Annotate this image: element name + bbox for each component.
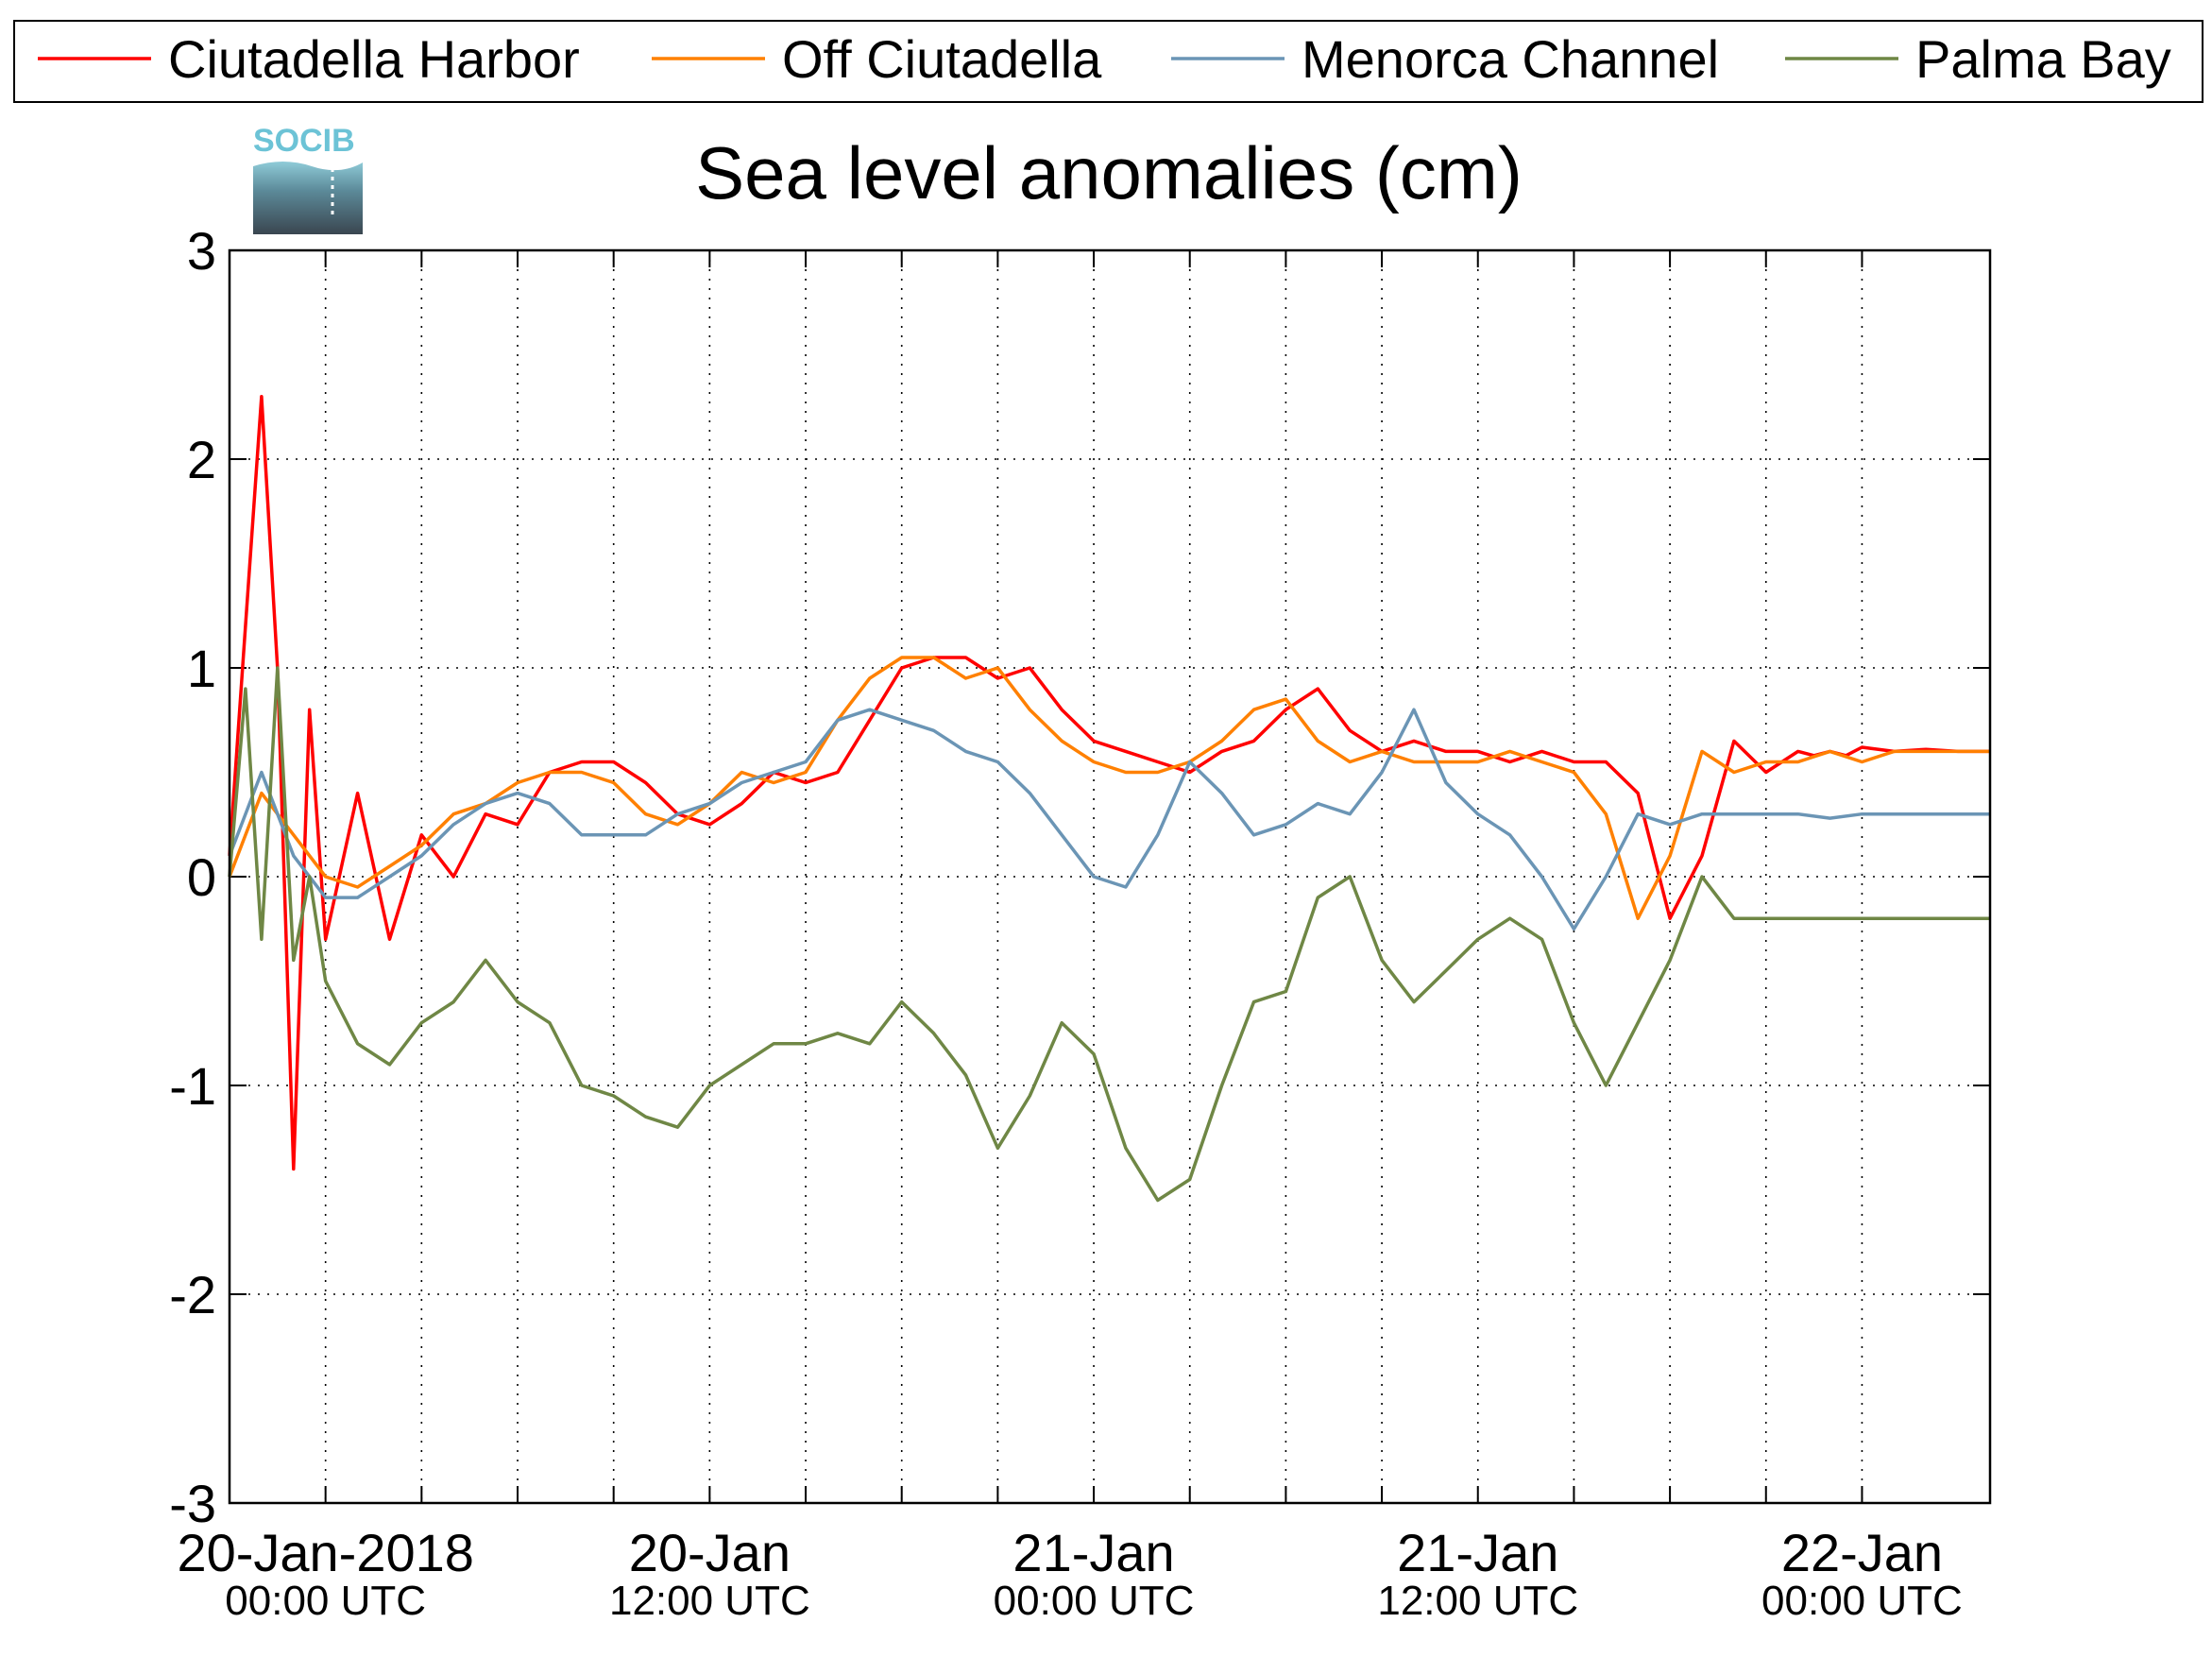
legend-label: Palma Bay — [1915, 29, 2171, 89]
y-tick-label: 1 — [187, 639, 216, 698]
socib-logo: SOCIB — [253, 123, 363, 234]
x-tick-label-date: 20-Jan — [629, 1523, 791, 1582]
x-tick-label-date: 20-Jan-2018 — [177, 1523, 473, 1582]
x-tick-label-date: 21-Jan — [1397, 1523, 1558, 1582]
x-tick-label-time: 00:00 UTC — [225, 1578, 426, 1624]
x-tick-label-time: 00:00 UTC — [1761, 1578, 1963, 1624]
series-lines — [228, 394, 1990, 1203]
legend: Ciutadella Harbor Off Ciutadella Menorca C… — [13, 20, 2203, 103]
plot-frame — [228, 248, 1992, 1505]
y-tick-label: 0 — [187, 847, 216, 907]
legend-label: Off Ciutadella — [782, 29, 1102, 89]
legend-frame — [13, 20, 2203, 103]
y-tick-label: -3 — [169, 1474, 216, 1533]
series-line-palma-bay — [228, 666, 1990, 1203]
x-tick-label-time: 00:00 UTC — [994, 1578, 1195, 1624]
socib-logo-text: SOCIB — [253, 123, 355, 159]
y-tick-label: 2 — [187, 430, 216, 489]
x-tick-label-date: 21-Jan — [1012, 1523, 1174, 1582]
chart-title: Sea level anomalies (cm) — [695, 131, 1523, 214]
legend-label: Menorca Channel — [1302, 29, 1719, 89]
legend-label: Ciutadella Harbor — [168, 29, 580, 89]
grid — [230, 250, 1990, 1503]
series-line-off-ciutadella — [228, 656, 1990, 920]
series-line-menorca-channel — [228, 708, 1990, 931]
series-line-ciutadella-harbor — [228, 394, 1990, 1171]
x-tick-label-date: 22-Jan — [1781, 1523, 1943, 1582]
x-tick-label-time: 12:00 UTC — [609, 1578, 810, 1624]
y-tick-label: -2 — [169, 1265, 216, 1324]
y-tick-label: -1 — [169, 1056, 216, 1116]
y-tick-label: 3 — [187, 221, 216, 281]
x-tick-label-time: 12:00 UTC — [1377, 1578, 1578, 1624]
